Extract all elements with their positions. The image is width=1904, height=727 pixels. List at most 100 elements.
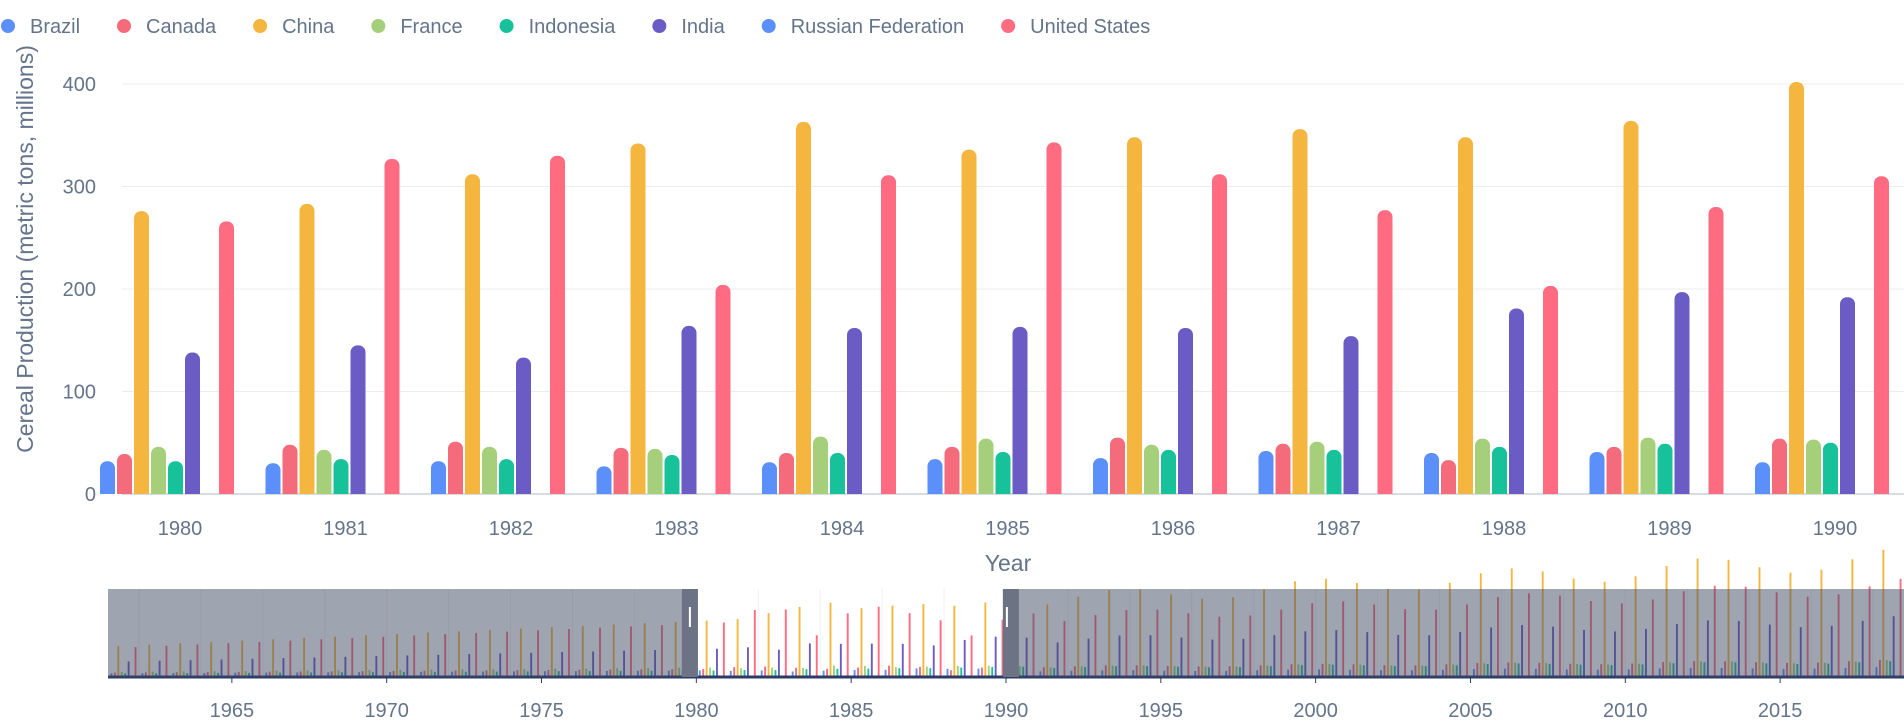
- bar-france-1987[interactable]: [1309, 441, 1325, 494]
- bar-india-1990[interactable]: [1840, 297, 1855, 494]
- bar-canada-1983[interactable]: [613, 447, 629, 494]
- bar-india-1982[interactable]: [516, 357, 531, 494]
- bar-base-canada-1982: [448, 487, 463, 494]
- bar-canada-1985[interactable]: [944, 446, 960, 494]
- bar-canada-1989[interactable]: [1606, 446, 1622, 494]
- bar-united-states-1983[interactable]: [715, 284, 731, 494]
- bar-united-states-1989[interactable]: [1708, 207, 1724, 494]
- bar-india-1986[interactable]: [1178, 327, 1193, 494]
- bar-china-1990[interactable]: [1789, 81, 1804, 494]
- bar-canada-1988[interactable]: [1441, 460, 1456, 494]
- bar-france-1988[interactable]: [1475, 438, 1490, 494]
- navigator-handle-left[interactable]: [681, 589, 698, 677]
- bar-united-states-1980[interactable]: [219, 221, 234, 494]
- bar-brazil-1985[interactable]: [927, 459, 943, 494]
- legend-item-china[interactable]: China: [253, 16, 335, 38]
- bar-france-1981[interactable]: [316, 449, 332, 494]
- bar-canada-1984[interactable]: [779, 453, 794, 494]
- bar-china-1988[interactable]: [1458, 137, 1473, 495]
- bar-france-1984[interactable]: [813, 436, 828, 494]
- bar-india-1985[interactable]: [1012, 326, 1028, 494]
- bar-canada-1986[interactable]: [1110, 437, 1125, 494]
- bar-china-1983[interactable]: [630, 143, 646, 494]
- bar-indonesia-1986[interactable]: [1161, 449, 1176, 494]
- legend-item-france[interactable]: France: [371, 16, 463, 38]
- bar-china-1989[interactable]: [1623, 120, 1639, 495]
- bar-china-1987[interactable]: [1292, 129, 1308, 494]
- bar-brazil-1990[interactable]: [1755, 462, 1770, 494]
- bar-united-states-1990[interactable]: [1874, 176, 1889, 494]
- bar-france-1980[interactable]: [151, 446, 166, 494]
- bar-india-1980[interactable]: [185, 352, 200, 494]
- legend-label: Russian Federation: [791, 16, 964, 38]
- bar-brazil-1989[interactable]: [1589, 451, 1605, 494]
- legend-item-india[interactable]: India: [652, 16, 726, 38]
- bar-china-1981[interactable]: [299, 203, 315, 495]
- bar-canada-1982[interactable]: [448, 441, 463, 494]
- bar-indonesia-1981[interactable]: [333, 459, 349, 494]
- bar-canada-1981[interactable]: [282, 444, 298, 494]
- bar-brazil-1981[interactable]: [265, 463, 281, 494]
- bar-united-states-1987[interactable]: [1377, 210, 1393, 494]
- bar-china-1984[interactable]: [796, 121, 811, 495]
- bar-indonesia-1987[interactable]: [1326, 449, 1342, 494]
- bar-india-1989[interactable]: [1674, 292, 1690, 494]
- bar-china-1986[interactable]: [1127, 137, 1142, 495]
- bar-canada-1990[interactable]: [1772, 438, 1787, 494]
- bar-united-states-1982[interactable]: [550, 155, 565, 494]
- bar-indonesia-1990[interactable]: [1823, 442, 1838, 494]
- bar-indonesia-1989[interactable]: [1657, 443, 1673, 494]
- bar-united-states-1988[interactable]: [1543, 285, 1558, 494]
- legend-item-united-states[interactable]: United States: [1001, 16, 1150, 38]
- legend-label: Canada: [146, 16, 217, 38]
- bar-india-1983[interactable]: [681, 325, 697, 494]
- bar-brazil-1980[interactable]: [100, 461, 115, 494]
- navigator-handle-left-bar[interactable]: [681, 589, 698, 677]
- bar-indonesia-1985[interactable]: [995, 451, 1011, 494]
- navigator-handle-right[interactable]: [1002, 589, 1019, 677]
- navigator-bar: [857, 667, 859, 677]
- bar-france-1985[interactable]: [978, 438, 994, 494]
- navigator-bar: [791, 671, 794, 677]
- bar-indonesia-1980[interactable]: [168, 461, 183, 494]
- bar-china-1980[interactable]: [134, 211, 149, 494]
- bar-india-1984[interactable]: [847, 327, 862, 494]
- bar-france-1986[interactable]: [1144, 444, 1159, 494]
- bar-brazil-1986[interactable]: [1093, 458, 1108, 494]
- bar-indonesia-1982[interactable]: [499, 459, 514, 494]
- bar-china-1982[interactable]: [465, 174, 480, 494]
- legend-item-canada[interactable]: Canada: [117, 16, 217, 38]
- bar-united-states-1985[interactable]: [1046, 142, 1062, 495]
- navigator-bar: [764, 666, 767, 677]
- bar-india-1987[interactable]: [1343, 336, 1359, 494]
- bar-united-states-1981[interactable]: [384, 158, 400, 494]
- legend-item-brazil[interactable]: Brazil: [1, 16, 80, 38]
- bar-indonesia-1984[interactable]: [830, 453, 845, 494]
- bar-canada-1980[interactable]: [117, 454, 132, 494]
- navigator[interactable]: 1965 1970 1975 1980 1985 1990 1995 2000 2005 2010…: [108, 549, 1904, 722]
- bar-indonesia-1983[interactable]: [664, 455, 680, 494]
- navigator-bar: [767, 613, 770, 677]
- bar-france-1990[interactable]: [1806, 439, 1821, 494]
- bar-india-1981[interactable]: [350, 345, 366, 494]
- bar-france-1983[interactable]: [647, 448, 663, 494]
- bar-france-1982[interactable]: [482, 446, 497, 494]
- legend-item-russian-federation[interactable]: Russian Federation: [761, 16, 964, 38]
- bar-brazil-1984[interactable]: [762, 462, 777, 494]
- bar-base-indonesia-1981: [333, 487, 349, 494]
- navigator-handle-right-bar[interactable]: [1002, 589, 1019, 677]
- bar-china-1985[interactable]: [961, 149, 977, 494]
- bar-base-brazil-1988: [1424, 487, 1439, 494]
- legend-item-indonesia[interactable]: Indonesia: [499, 16, 617, 38]
- bar-brazil-1982[interactable]: [431, 461, 446, 494]
- bar-base-brazil-1989: [1589, 487, 1605, 494]
- bar-united-states-1986[interactable]: [1212, 174, 1227, 494]
- bar-indonesia-1988[interactable]: [1492, 446, 1507, 494]
- bar-canada-1987[interactable]: [1275, 443, 1291, 494]
- bar-brazil-1987[interactable]: [1258, 450, 1274, 494]
- bar-brazil-1988[interactable]: [1424, 453, 1439, 494]
- bar-india-1988[interactable]: [1509, 308, 1524, 494]
- bar-france-1989[interactable]: [1640, 437, 1656, 494]
- y-tick-label: 0: [85, 484, 96, 506]
- bar-united-states-1984[interactable]: [881, 175, 896, 494]
